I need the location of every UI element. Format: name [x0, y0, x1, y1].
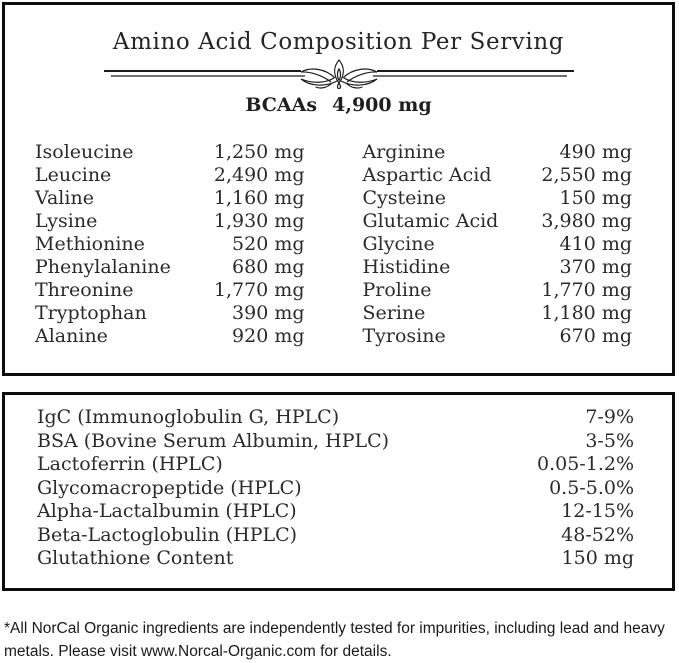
amino-row: Valine 1,160 mg [35, 187, 305, 210]
protein-row: Lactoferrin (HPLC) 0.05-1.2% [37, 453, 634, 477]
protein-label: BSA (Bovine Serum Albumin, HPLC) [37, 429, 390, 452]
protein-label: Glycomacropeptide (HPLC) [37, 476, 302, 499]
amino-amount: 520 mg [232, 233, 305, 255]
amino-row: Cysteine 150 mg [363, 187, 633, 210]
protein-value: 3-5% [585, 429, 634, 452]
amino-name: Aspartic Acid [362, 164, 492, 186]
amino-row: Glutamic Acid 3,980 mg [363, 210, 633, 233]
protein-label: Lactoferrin (HPLC) [37, 453, 223, 475]
amino-amount: 1,180 mg [541, 302, 632, 324]
protein-row: Glycomacropeptide (HPLC) 0.5-5.0% [37, 477, 634, 501]
amino-amount: 410 mg [559, 233, 632, 255]
amino-amount: 1,160 mg [213, 187, 305, 209]
amino-row: Leucine 2,490 mg [35, 164, 305, 187]
amino-row: Aspartic Acid 2,550 mg [363, 164, 633, 187]
amino-acid-table: Isoleucine 1,250 mg Leucine 2,490 mg Valin… [5, 116, 672, 348]
bcaa-value: 4,900 mg [332, 94, 432, 116]
amino-name: Isoleucine [35, 141, 134, 163]
amino-row: Lysine 1,930 mg [35, 210, 305, 233]
amino-amount: 670 mg [559, 325, 632, 347]
amino-name: Histidine [362, 256, 451, 278]
amino-row: Phenylalanine 680 mg [35, 256, 305, 279]
amino-amount: 680 mg [232, 256, 305, 278]
amino-row: Glycine 410 mg [363, 233, 633, 256]
amino-row: Proline 1,770 mg [363, 279, 633, 302]
protein-label: Glutathione Content [37, 547, 234, 569]
amino-name: Alanine [35, 325, 108, 347]
protein-value: 12-15% [561, 500, 634, 522]
amino-amount: 1,770 mg [213, 279, 305, 301]
amino-name: Glutamic Acid [362, 210, 499, 232]
amino-name: Phenylalanine [35, 256, 171, 278]
amino-row: Arginine 490 mg [363, 141, 633, 164]
protein-value: 7-9% [585, 406, 634, 428]
amino-row: Threonine 1,770 mg [35, 279, 305, 302]
protein-row: BSA (Bovine Serum Albumin, HPLC) 3-5% [37, 430, 634, 454]
amino-name: Serine [362, 302, 426, 324]
protein-row: Alpha-Lactalbumin (HPLC) 12-15% [37, 500, 634, 524]
amino-left-column: Isoleucine 1,250 mg Leucine 2,490 mg Valin… [35, 141, 305, 348]
protein-label: Alpha-Lactalbumin (HPLC) [37, 500, 297, 522]
amino-amount: 1,770 mg [541, 279, 632, 301]
amino-row: Isoleucine 1,250 mg [35, 141, 305, 164]
amino-amount: 1,930 mg [213, 210, 305, 232]
protein-value: 0.05-1.2% [537, 453, 634, 475]
amino-name: Glycine [362, 233, 435, 255]
protein-fraction-table: IgC (Immunoglobulin G, HPLC) 7-9% BSA (Bo… [5, 395, 672, 571]
protein-label: Beta-Lactoglobulin (HPLC) [37, 523, 298, 546]
amino-amount: 920 mg [232, 325, 305, 347]
amino-amount: 2,550 mg [541, 164, 632, 186]
amino-amount: 3,980 mg [541, 210, 632, 232]
protein-value: 150 mg [561, 547, 634, 569]
amino-row: Tyrosine 670 mg [363, 325, 633, 348]
amino-name: Leucine [35, 164, 112, 186]
amino-amount: 390 mg [232, 302, 305, 324]
protein-fraction-panel: IgC (Immunoglobulin G, HPLC) 7-9% BSA (Bo… [2, 392, 675, 591]
amino-name: Arginine [362, 141, 446, 163]
protein-row: IgC (Immunoglobulin G, HPLC) 7-9% [37, 406, 634, 430]
protein-value: 48-52% [561, 523, 634, 546]
amino-amount: 370 mg [559, 256, 632, 278]
amino-name: Threonine [35, 279, 134, 301]
amino-name: Proline [362, 279, 432, 301]
amino-amount: 1,250 mg [213, 141, 305, 163]
protein-row: Beta-Lactoglobulin (HPLC) 48-52% [37, 524, 634, 548]
amino-row: Serine 1,180 mg [363, 302, 633, 325]
amino-name: Cysteine [362, 187, 446, 209]
protein-label: IgC (Immunoglobulin G, HPLC) [37, 406, 340, 428]
panel-title: Amino Acid Composition Per Serving [112, 29, 565, 55]
fleur-ornament-icon [300, 59, 377, 89]
protein-row: Glutathione Content 150 mg [37, 547, 634, 571]
footnote-text: *All NorCal Organic ingredients are inde… [4, 619, 665, 660]
amino-amount: 2,490 mg [213, 164, 305, 186]
ornamental-divider-icon [103, 59, 574, 89]
amino-amount: 150 mg [559, 187, 632, 209]
amino-right-column: Arginine 490 mg Aspartic Acid 2,550 mg Cys… [363, 141, 633, 348]
amino-amount: 490 mg [559, 141, 632, 163]
amino-name: Methionine [35, 233, 145, 255]
amino-row: Methionine 520 mg [35, 233, 305, 256]
amino-name: Tryptophan [35, 302, 147, 324]
amino-name: Tyrosine [362, 325, 446, 347]
protein-value: 0.5-5.0% [549, 476, 634, 499]
amino-name: Lysine [35, 210, 98, 232]
amino-row: Tryptophan 390 mg [35, 302, 305, 325]
bcaa-label: BCAAs [245, 94, 318, 116]
amino-row: Histidine 370 mg [363, 256, 633, 279]
bcaa-total: BCAAs 4,900 mg [5, 94, 672, 116]
amino-name: Valine [35, 187, 94, 209]
amino-row: Alanine 920 mg [35, 325, 305, 348]
amino-acid-panel: Amino Acid Composition Per Serving BCAAs… [2, 2, 675, 376]
